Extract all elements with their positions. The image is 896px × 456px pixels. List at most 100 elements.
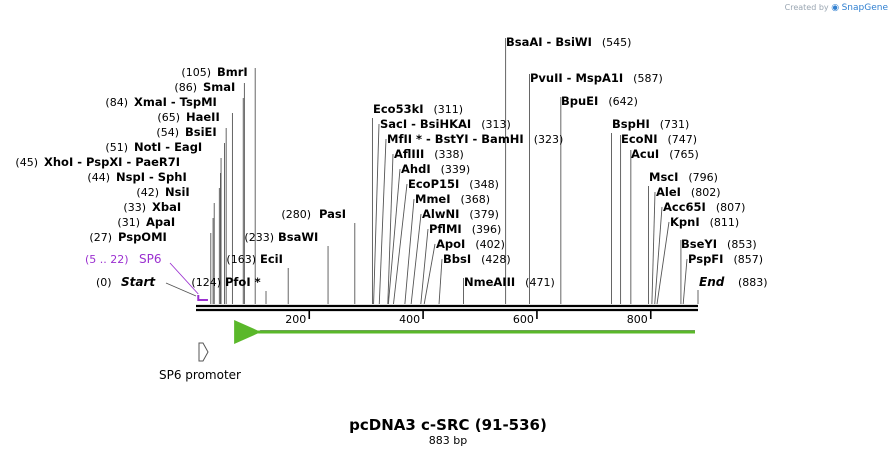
enzyme-saci-bsihkai[interactable]: SacI - BsiHKAI (313) (380, 117, 511, 131)
promoter-label: SP6 promoter (159, 368, 241, 382)
features: (0) Start End (883) (5 .. 22) SP6 SP6 promoter (85, 252, 768, 382)
enzyme-mfii-bstyi-bamhi[interactable]: MfII * - BstYI - BamHI (323) (387, 132, 563, 146)
enzyme-name: PspFI (688, 252, 723, 266)
enzyme-position: (51) (105, 141, 128, 154)
enzyme-position: (587) (633, 72, 663, 85)
sp6-label: SP6 (139, 252, 162, 266)
tick-label-800: 800 (627, 313, 648, 326)
enzyme-eco53ki[interactable]: Eco53kI (311) (373, 102, 463, 116)
enzyme-position: (27) (89, 231, 112, 244)
enzyme-apai[interactable]: (31) ApaI (117, 215, 175, 229)
enzyme-position: (747) (667, 133, 697, 146)
cut-line-mmei (404, 198, 415, 305)
enzyme-acc65i[interactable]: Acc65I (807) (663, 200, 745, 214)
enzyme-bmri[interactable]: (105) BmrI (181, 65, 247, 79)
enzyme-ecop15i[interactable]: EcoP15I (348) (408, 177, 499, 191)
enzyme-name: MmeI (415, 192, 451, 206)
enzyme-name: BbsI (443, 252, 471, 266)
enzyme-name: PvuII - MspA1I (530, 71, 623, 85)
cut-line-alei (651, 191, 656, 305)
enzyme-mmei[interactable]: MmeI (368) (415, 192, 490, 206)
enzyme-pasi[interactable]: (280) PasI (281, 207, 346, 221)
enzyme-bbsi[interactable]: BbsI (428) (443, 252, 511, 266)
enzyme-pflmi[interactable]: PflMI (396) (429, 222, 501, 236)
cut-line-kpni (656, 221, 670, 305)
enzyme-smai[interactable]: (86) SmaI (174, 80, 235, 94)
enzyme-name: MfII * - BstYI - BamHI (387, 132, 524, 146)
enzyme-nspi-sphi[interactable]: (44) NspI - SphI (87, 170, 186, 184)
enzyme-position: (280) (281, 208, 311, 221)
enzyme-bseyi[interactable]: BseYI (853) (681, 237, 757, 251)
enzyme-acui[interactable]: AcuI (765) (631, 147, 699, 161)
enzyme-name: EciI (260, 252, 283, 266)
enzyme-alei[interactable]: AleI (802) (656, 185, 721, 199)
enzyme-haeii[interactable]: (65) HaeII (157, 110, 219, 124)
credit-brand: SnapGene (841, 3, 888, 13)
enzyme-msci[interactable]: MscI (796) (649, 170, 718, 184)
enzyme-pfoi[interactable]: (124) PfoI * (191, 275, 260, 289)
enzyme-position: (428) (481, 253, 511, 266)
enzyme-bsiei[interactable]: (54) BsiEI (156, 125, 216, 139)
enzyme-name: KpnI (670, 215, 700, 229)
sp6-site[interactable]: (5 .. 22) SP6 (85, 252, 208, 301)
enzyme-pspfi[interactable]: PspFI (857) (688, 252, 763, 266)
sequence-length: 883 bp (429, 434, 467, 447)
enzyme-pspomi[interactable]: (27) PspOMI (89, 230, 166, 244)
enzyme-position: (545) (602, 36, 632, 49)
enzyme-name: BseYI (681, 237, 717, 251)
enzyme-xhoi-pspxi-paer7i[interactable]: (45) XhoI - PspXI - PaeR7I (15, 155, 180, 169)
enzyme-position: (163) (226, 253, 256, 266)
enzyme-alwni[interactable]: AlwNI (379) (422, 207, 499, 221)
enzyme-pvuii-mspa1i[interactable]: PvuII - MspA1I (587) (530, 71, 663, 85)
enzyme-xmai-tspmi[interactable]: (84) XmaI - TspMI (105, 95, 216, 109)
sp6-promoter[interactable]: SP6 promoter (159, 342, 241, 382)
map-title: pcDNA3 c-SRC (91-536) (349, 416, 547, 434)
enzyme-name: NspI - SphI (116, 170, 187, 184)
enzyme-bsphi[interactable]: BspHI (731) (612, 117, 689, 131)
start-line (165, 282, 197, 297)
enzyme-position: (338) (434, 148, 464, 161)
enzyme-name: SmaI (203, 80, 235, 94)
enzyme-position: (811) (710, 216, 740, 229)
enzyme-name: AflIII (394, 147, 424, 161)
enzyme-position: (402) (475, 238, 505, 251)
enzyme-nmeaiii[interactable]: NmeAIII (471) (464, 275, 555, 289)
cut-line-acc65i (654, 206, 663, 305)
enzyme-position: (765) (669, 148, 699, 161)
enzyme-noti-eagi[interactable]: (51) NotI - EagI (105, 140, 202, 154)
start-marker: (0) Start (96, 275, 197, 297)
enzyme-name: AhdI (401, 162, 431, 176)
cut-line-pflmi (420, 228, 429, 305)
enzyme-name: EcoP15I (408, 177, 459, 191)
start-label: Start (121, 275, 156, 289)
enzyme-position: (313) (481, 118, 511, 131)
enzyme-position: (853) (727, 238, 757, 251)
enzyme-labels[interactable]: BsaAI - BsiWI (545) PvuII - MspA1I (587) Bpu… (15, 35, 763, 289)
enzyme-position: (802) (691, 186, 721, 199)
enzyme-name: XmaI - TspMI (134, 95, 217, 109)
enzyme-kpni[interactable]: KpnI (811) (670, 215, 739, 229)
enzyme-ecii[interactable]: (163) EciI (226, 252, 283, 266)
enzyme-xbai[interactable]: (33) XbaI (123, 200, 181, 214)
enzyme-position: (807) (716, 201, 746, 214)
end-position: (883) (738, 276, 768, 289)
enzyme-name: BpuEI (561, 94, 598, 108)
enzyme-bsaai-bsiwi[interactable]: BsaAI - BsiWI (545) (506, 35, 631, 49)
enzyme-econi[interactable]: EcoNI (747) (621, 132, 697, 146)
enzyme-name: BsaAI - BsiWI (506, 35, 592, 49)
enzyme-apoi[interactable]: ApoI (402) (436, 237, 505, 251)
enzyme-bpuei[interactable]: BpuEI (642) (561, 94, 638, 108)
enzyme-bsawi[interactable]: (233) BsaWI (244, 230, 318, 244)
enzyme-afliii[interactable]: AflIII (338) (394, 147, 464, 161)
enzyme-name: BsaWI (278, 230, 318, 244)
enzyme-position: (396) (472, 223, 502, 236)
enzyme-position: (65) (157, 111, 180, 124)
snapgene-logo-icon: ◉ (831, 3, 840, 13)
credit-prefix: Created by (784, 3, 829, 12)
enzyme-name: NmeAIII (464, 275, 515, 289)
cut-line-alwni (410, 213, 422, 305)
enzyme-name: AcuI (631, 147, 659, 161)
enzyme-nsii[interactable]: (42) NsiI (136, 185, 189, 199)
enzyme-ahdi[interactable]: AhdI (339) (401, 162, 470, 176)
